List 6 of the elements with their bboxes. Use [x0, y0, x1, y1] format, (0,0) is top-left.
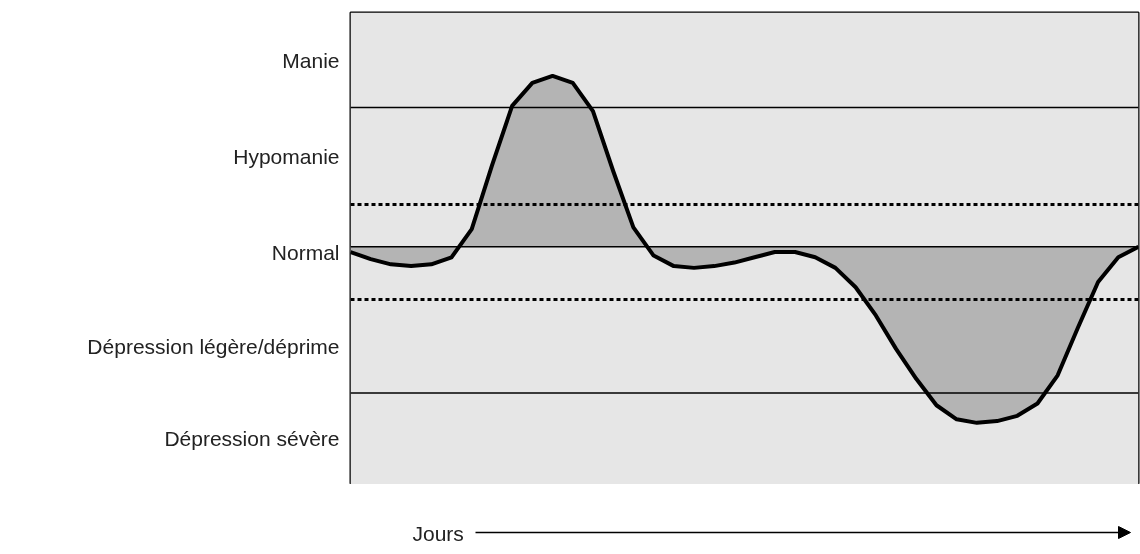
band-label: Hypomanie [233, 144, 340, 168]
x-axis-title: Jours [412, 521, 464, 545]
band-label: Normal [271, 240, 340, 264]
band-label: Dépression légère/déprime [87, 334, 340, 358]
band-label: Manie [282, 48, 340, 72]
band-label: Dépression sévère [164, 427, 340, 451]
